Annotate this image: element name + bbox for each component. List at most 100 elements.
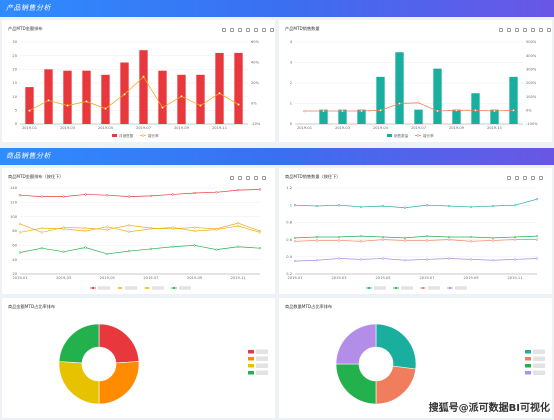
line-point — [337, 204, 341, 207]
line-point — [127, 195, 131, 198]
line-point — [491, 236, 495, 240]
y2-tick-label: 20% — [251, 81, 260, 85]
y-tick-label: 0.2 — [286, 272, 292, 276]
line-point — [106, 252, 109, 256]
line-point — [40, 195, 43, 198]
line-point — [469, 205, 473, 209]
line-switch-icon[interactable] — [531, 28, 535, 32]
line-point — [237, 221, 240, 225]
line-point — [40, 231, 43, 234]
legend-swatch — [248, 371, 254, 375]
line-point — [171, 245, 174, 248]
line-point — [237, 103, 240, 106]
bar — [490, 109, 499, 124]
data-view-icon[interactable] — [246, 28, 250, 32]
bar — [234, 52, 243, 124]
legend-swatch — [387, 134, 392, 137]
bar — [215, 52, 224, 124]
line-point — [535, 257, 539, 260]
line-point — [215, 228, 218, 231]
panel-title: 商品MTD销售数量（按住下） — [285, 174, 341, 179]
x-tick-label: 2019-11 — [487, 126, 502, 130]
bar — [82, 70, 91, 124]
series-line — [29, 76, 239, 112]
y-tick-label: 20 — [12, 68, 17, 72]
y-tick-label: 0.4 — [286, 255, 292, 259]
bar — [471, 93, 480, 124]
chart-toolbar — [499, 28, 551, 32]
section-title: 商品销售分析 — [6, 152, 51, 160]
series-line — [294, 235, 538, 239]
x-tick-label: 2019-05 — [100, 276, 115, 280]
watermark: 搜狐号@派可数据BI可视化 — [428, 403, 550, 414]
y2-tick-label: 500% — [526, 40, 537, 44]
zoom-reset-icon[interactable] — [230, 28, 234, 32]
legend-label-blurred — [533, 370, 545, 375]
legend-swatch — [421, 286, 425, 290]
y2-tick-label: 40% — [251, 61, 260, 65]
line-point — [491, 239, 495, 242]
bar — [338, 109, 347, 124]
zoom-reset-icon[interactable] — [507, 28, 511, 32]
y-tick-label: 15 — [12, 81, 17, 85]
chart-product-amount: 0 5 10 15 20 25 30 -20% 0% 20% 40% 60% 2019-01 2019-0… — [12, 40, 260, 138]
line-point — [171, 193, 174, 196]
pie-slice — [58, 361, 100, 405]
x-tick-label: 2019-09 — [187, 276, 203, 280]
y2-tick-label: 60% — [251, 40, 260, 44]
x-tick-label: 2019-07 — [419, 276, 434, 280]
line-point — [106, 228, 109, 231]
zoom-icon[interactable] — [507, 176, 511, 180]
save-image-icon[interactable] — [539, 176, 543, 180]
y-tick-label: 5 — [15, 109, 17, 113]
chart-toolbar — [507, 176, 543, 180]
line-switch-icon[interactable] — [254, 28, 258, 32]
x-tick-label: 2019-01 — [297, 126, 312, 130]
line-point — [62, 250, 65, 253]
y-tick-label: 20 — [12, 272, 17, 276]
restore-icon[interactable] — [238, 28, 242, 32]
line-point — [447, 235, 451, 239]
line-point — [337, 239, 341, 242]
data-view-icon[interactable] — [523, 176, 527, 180]
panel-goods-quantity-share: 商品数量MTD占比率排布 — [279, 298, 552, 418]
bar-switch-icon[interactable] — [262, 28, 266, 32]
restore-icon[interactable] — [515, 28, 519, 32]
line-switch-icon[interactable] — [531, 176, 535, 180]
series-line — [304, 102, 514, 112]
zoom-icon[interactable] — [230, 176, 234, 180]
series-line — [19, 189, 261, 197]
zoom-icon[interactable] — [222, 28, 226, 32]
data-view-icon[interactable] — [523, 28, 527, 32]
save-image-icon[interactable] — [270, 28, 274, 32]
y2-tick-label: 0% — [251, 102, 257, 106]
restore-icon[interactable] — [238, 176, 242, 180]
bar — [44, 69, 53, 124]
panel-goods-amount: 商品MTD金额排布（按住下） 20 40 60 80 100 120 140 2019-01 2… — [2, 168, 275, 294]
line-point — [513, 235, 517, 239]
legend-label-blurred — [179, 286, 191, 290]
data-view-icon[interactable] — [246, 176, 250, 180]
save-image-icon[interactable] — [262, 176, 266, 180]
bar — [395, 52, 404, 124]
x-tick-label: 2019-05 — [375, 276, 390, 280]
zoom-icon[interactable] — [499, 28, 503, 32]
line-switch-icon[interactable] — [254, 176, 258, 180]
line-point — [193, 226, 196, 229]
x-tick-label: 2019-07 — [136, 126, 151, 130]
line-point — [18, 222, 22, 225]
line-point — [104, 107, 107, 110]
line-point — [18, 251, 22, 254]
x-tick-label: 2019-11 — [507, 276, 522, 280]
bar-switch-icon[interactable] — [539, 28, 543, 32]
line-point — [237, 224, 240, 228]
legend-swatch — [248, 364, 254, 368]
bar — [139, 50, 148, 125]
line-point — [62, 195, 65, 198]
y-tick-label: 0.8 — [286, 221, 292, 225]
save-image-icon[interactable] — [547, 28, 551, 32]
line-point — [215, 191, 218, 194]
bar — [177, 74, 186, 124]
restore-icon[interactable] — [515, 176, 519, 180]
legend-swatch — [525, 364, 531, 368]
